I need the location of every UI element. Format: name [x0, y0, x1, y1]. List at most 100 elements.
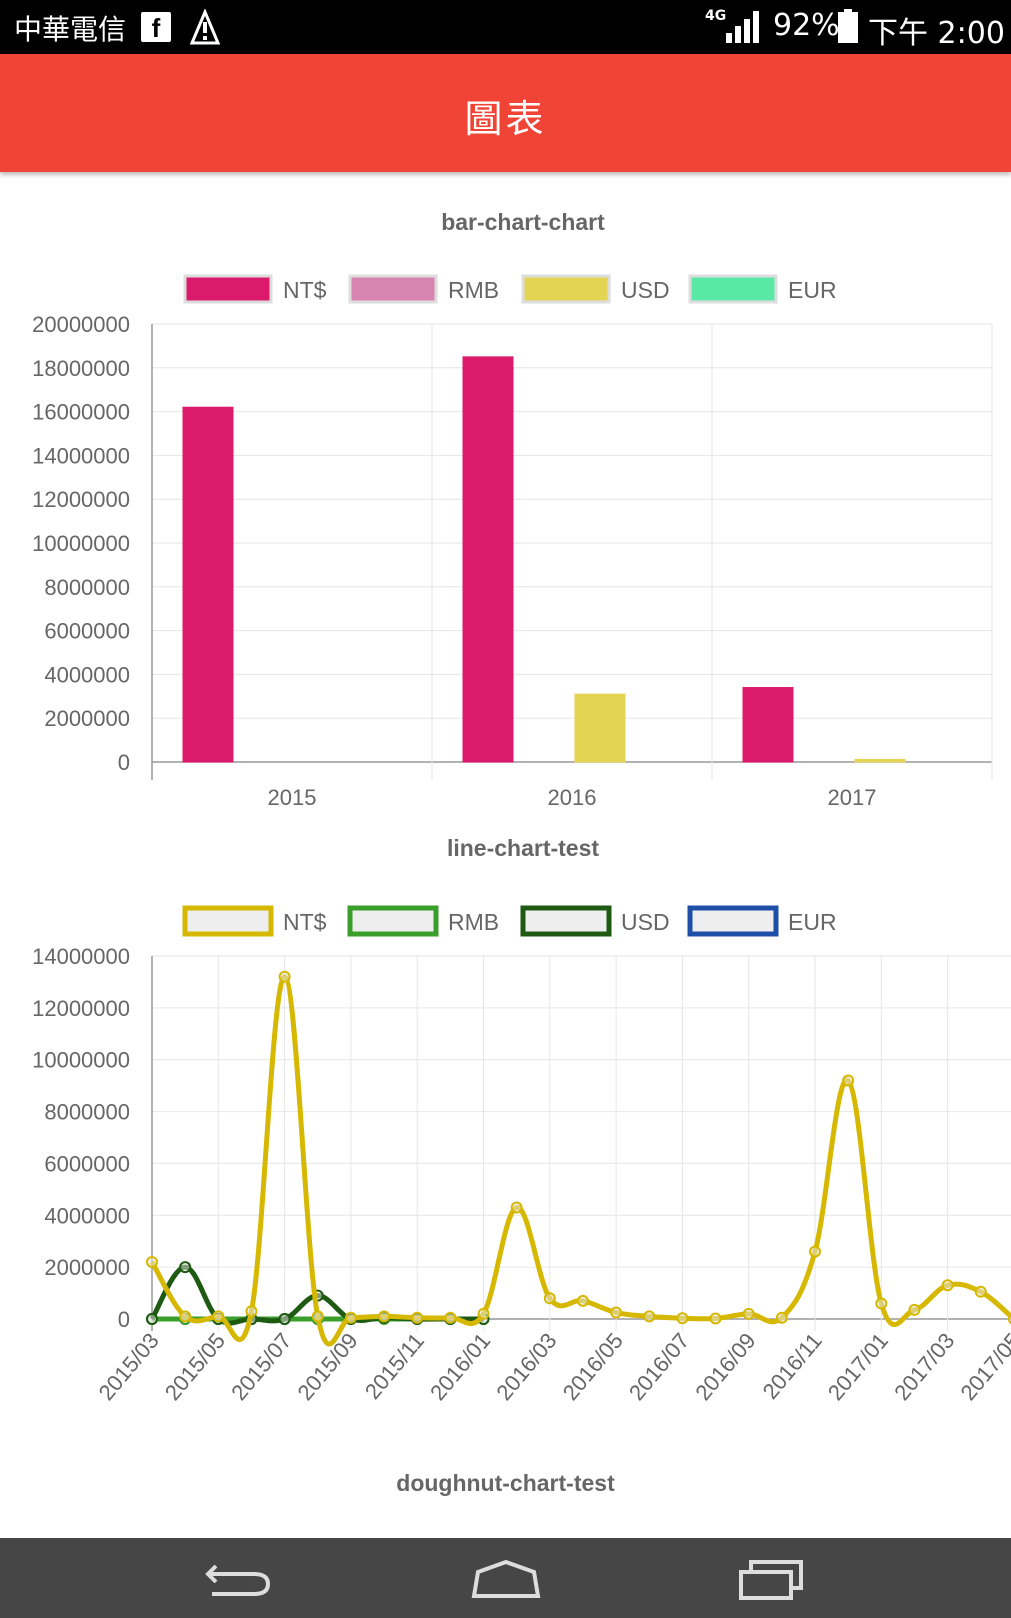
- x-tick-label: 2015/09: [292, 1328, 362, 1405]
- point-nt: [378, 1310, 391, 1323]
- line-chart-grid: [151, 955, 1011, 1331]
- point-nt: [344, 1311, 357, 1324]
- x-tick-label: 2017/03: [889, 1328, 959, 1405]
- bar-usd-2016: [574, 693, 626, 763]
- point-nt: [809, 1245, 821, 1258]
- point-nt: [444, 1311, 457, 1324]
- network-type: 4G: [705, 8, 727, 24]
- legend-label-nt: NT$: [283, 277, 327, 303]
- y-tick-label: 4000000: [44, 1203, 130, 1228]
- line-series-nt: [149, 974, 1011, 1347]
- point-nt: [842, 1074, 855, 1087]
- facebook-icon: f: [141, 12, 171, 43]
- y-tick-label: 10000000: [32, 1048, 130, 1073]
- bar-chart-grid: [151, 323, 993, 780]
- warning-icon: [189, 9, 221, 45]
- line-chart-title: line-chart-test: [447, 835, 599, 861]
- x-tick-label: 2016/09: [690, 1328, 760, 1405]
- bar-nt-2017: [742, 687, 794, 763]
- x-tick-label: 2017: [828, 785, 877, 810]
- legend-swatch-nt: [182, 905, 274, 937]
- point-nt: [576, 1294, 589, 1307]
- bar-chart-legend: NT$ RMB USD EUR: [183, 274, 837, 304]
- app-bar: 圖表: [0, 54, 1011, 172]
- legend-swatch-usd: [520, 905, 612, 937]
- point-nt: [875, 1297, 888, 1310]
- line-chart-series: [146, 970, 1011, 1347]
- x-tick-label: 2015/11: [360, 1328, 429, 1404]
- recents-icon[interactable]: [733, 1554, 813, 1604]
- legend-label-eur: EUR: [788, 909, 837, 935]
- legend-swatch-eur: [688, 274, 778, 304]
- y-tick-label: 12000000: [32, 487, 130, 512]
- y-tick-label: 0: [118, 1307, 130, 1332]
- point-nt: [1007, 1313, 1011, 1325]
- y-tick-label: 2000000: [44, 1255, 130, 1280]
- legend-label-usd: USD: [621, 909, 670, 935]
- y-tick-label: 0: [118, 750, 130, 775]
- battery-icon: [838, 9, 858, 43]
- y-tick-label: 4000000: [44, 662, 130, 687]
- point-nt: [610, 1306, 623, 1319]
- point-nt: [146, 1255, 158, 1268]
- back-icon[interactable]: [198, 1554, 278, 1604]
- point-nt: [245, 1305, 258, 1318]
- clock: 下午 2:00: [868, 16, 1005, 51]
- x-tick-label: 2015: [268, 785, 317, 810]
- legend-swatch-eur: [687, 905, 779, 937]
- y-tick-label: 12000000: [32, 996, 130, 1021]
- y-tick-label: 14000000: [32, 944, 130, 969]
- x-tick-label: 2017/05: [955, 1328, 1011, 1405]
- point-nt: [411, 1311, 424, 1324]
- legend-label-rmb: RMB: [448, 277, 499, 303]
- legend-swatch-nt: [183, 274, 273, 304]
- home-icon[interactable]: [466, 1554, 546, 1604]
- point-nt: [477, 1307, 490, 1320]
- bar-chart-bars: [182, 356, 906, 763]
- point-nt: [543, 1292, 556, 1305]
- y-tick-label: 14000000: [32, 443, 130, 468]
- bar-chart-axis-labels: 2000000018000000160000001400000012000000…: [32, 312, 876, 810]
- line-chart: line-chart-test NT$ RMB USD EUR 14000000 120…: [32, 835, 1011, 1405]
- point-usd: [179, 1261, 192, 1274]
- legend-label-eur: EUR: [788, 277, 837, 303]
- point-nt: [742, 1307, 755, 1320]
- point-nt: [278, 970, 291, 983]
- legend-swatch-rmb: [347, 905, 439, 937]
- y-tick-label: 6000000: [44, 619, 130, 644]
- nav-bar: [0, 1538, 1011, 1618]
- bar-nt-2016: [462, 356, 514, 763]
- point-nt: [643, 1310, 656, 1323]
- point-nt: [941, 1279, 954, 1292]
- x-tick-label: 2016/07: [624, 1328, 694, 1405]
- x-tick-label: 2015/03: [94, 1328, 164, 1405]
- x-tick-label: 2016/11: [758, 1328, 827, 1404]
- page-title: 圖表: [464, 97, 547, 141]
- legend-swatch-usd: [521, 274, 611, 304]
- point-nt: [179, 1310, 192, 1323]
- y-tick-label: 16000000: [32, 400, 130, 425]
- point-usd: [278, 1313, 291, 1325]
- y-tick-label: 8000000: [44, 575, 130, 600]
- legend-swatch-rmb: [348, 274, 438, 304]
- x-tick-label: 2016: [548, 785, 597, 810]
- legend-label-rmb: RMB: [448, 909, 499, 935]
- bar-chart-title: bar-chart-chart: [441, 209, 605, 235]
- doughnut-chart-title: doughnut-chart-test: [396, 1470, 615, 1496]
- y-tick-label: 8000000: [44, 1100, 130, 1125]
- y-tick-label: 6000000: [44, 1151, 130, 1176]
- signal-icon: [726, 11, 759, 43]
- line-chart-legend: NT$ RMB USD EUR: [182, 905, 837, 937]
- point-nt: [510, 1201, 523, 1214]
- x-tick-label: 2017/01: [823, 1328, 893, 1405]
- x-tick-label: 2016/05: [558, 1328, 628, 1405]
- point-nt: [908, 1303, 921, 1316]
- y-tick-label: 20000000: [32, 312, 130, 337]
- bar-nt-2015: [182, 406, 234, 763]
- point-usd: [146, 1313, 158, 1325]
- x-tick-label: 2015/05: [160, 1328, 230, 1405]
- bar-chart: bar-chart-chart NT$ RMB USD EUR 20000000180…: [32, 209, 993, 810]
- bar-usd-2017: [854, 758, 906, 763]
- carrier-name: 中華電信: [14, 13, 127, 46]
- x-tick-label: 2016/01: [425, 1328, 495, 1405]
